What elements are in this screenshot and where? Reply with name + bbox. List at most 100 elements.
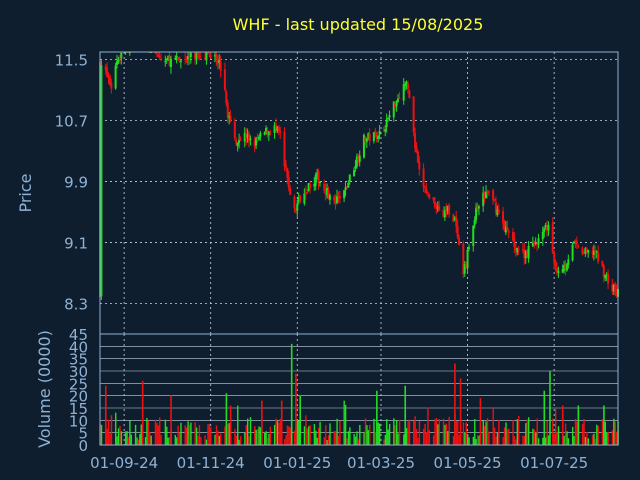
candle-body [328, 195, 331, 200]
volume-bar [465, 422, 467, 445]
candle-body [239, 139, 242, 141]
candle-body [504, 227, 507, 233]
volume-bar [378, 423, 381, 445]
volume-bar [377, 422, 379, 445]
candle-body [334, 200, 337, 204]
volume-bar [405, 428, 408, 445]
volume-bar [601, 419, 604, 445]
candle-body [100, 65, 103, 297]
volume-bar [424, 423, 426, 445]
volume-bar [398, 419, 401, 445]
candle-body [536, 244, 539, 246]
candle-body [375, 131, 378, 139]
volume-bar [457, 421, 459, 445]
volume-bar [523, 435, 526, 445]
volume-bar [259, 427, 262, 445]
price-y-tick: 8.3 [64, 296, 88, 314]
candle-body [327, 190, 330, 199]
volume-bar [208, 423, 211, 445]
volume-bar [156, 422, 158, 445]
volume-bar [533, 429, 536, 445]
x-tick-label: 01-11-24 [177, 454, 245, 472]
volume-bar [415, 428, 418, 445]
candle-body [423, 186, 426, 188]
volume-y-tick: 40 [69, 338, 88, 356]
candle-body [573, 241, 576, 244]
candle-body [524, 251, 527, 259]
candle-body [362, 134, 365, 158]
candle-body [368, 133, 371, 142]
candle-body [605, 274, 608, 276]
volume-bar [265, 431, 267, 445]
volume-bar [235, 435, 238, 445]
candle-body [452, 214, 455, 223]
candle-body [493, 198, 496, 201]
volume-bar [369, 425, 371, 445]
volume-bar [126, 431, 128, 445]
candle-body [104, 66, 107, 70]
volume-bar [425, 432, 428, 445]
volume-bar-spike [454, 363, 456, 445]
candle-body [198, 55, 201, 58]
volume-bar [452, 435, 455, 445]
volume-bar [526, 419, 528, 445]
price-plot-frame [99, 51, 619, 335]
volume-bar [237, 405, 239, 445]
volume-bar [100, 424, 103, 445]
candle-body [169, 58, 172, 67]
candle-body [466, 249, 469, 269]
volume-bar [597, 425, 599, 445]
volume-bar [462, 422, 465, 445]
volume-bar [535, 432, 537, 445]
candle-body [446, 206, 449, 212]
volume-bar [343, 400, 345, 445]
volume-bar [364, 418, 367, 445]
volume-bar [418, 421, 421, 445]
candle-body [516, 247, 519, 253]
candle-body [189, 52, 192, 58]
volume-bar [455, 421, 458, 445]
volume-bar [286, 425, 289, 445]
volume-bar [495, 436, 497, 445]
candle-body [425, 188, 428, 194]
volume-bar [129, 420, 131, 445]
volume-y-tick: 45 [69, 326, 88, 344]
volume-bar [505, 422, 507, 445]
volume-bar [373, 418, 375, 445]
volume-bar [574, 418, 577, 445]
volume-bar [220, 433, 222, 445]
volume-bar [239, 436, 242, 445]
price-y-tick: 9.1 [64, 235, 88, 253]
volume-bar [109, 433, 111, 445]
volume-bar-spike [290, 343, 293, 445]
volume-bar [356, 431, 358, 445]
candle-body [564, 263, 567, 270]
candle-body [219, 62, 222, 71]
volume-bar [498, 419, 500, 445]
volume-bar [327, 435, 330, 445]
candle-body [547, 225, 550, 231]
volume-bar [357, 439, 360, 445]
candle-body [591, 252, 594, 254]
candle-body [178, 57, 181, 61]
candle-body [177, 57, 180, 60]
candle-body [503, 222, 506, 231]
volume-bar [596, 424, 598, 445]
candle-body [448, 205, 451, 215]
x-tick-label: 01-05-25 [434, 454, 502, 472]
candle-body [233, 121, 236, 139]
candle-body [563, 265, 566, 271]
candle-body [246, 134, 249, 138]
candle-body [514, 247, 517, 251]
volume-bar [147, 420, 150, 445]
volume-bar [502, 436, 504, 445]
candle-body [557, 271, 560, 273]
volume-bar [615, 431, 618, 445]
candle-body [506, 226, 509, 231]
volume-bar [532, 428, 534, 445]
volume-bar [366, 425, 368, 445]
candle-body [209, 54, 212, 58]
candle-body [226, 102, 229, 118]
candle-body [592, 250, 595, 255]
